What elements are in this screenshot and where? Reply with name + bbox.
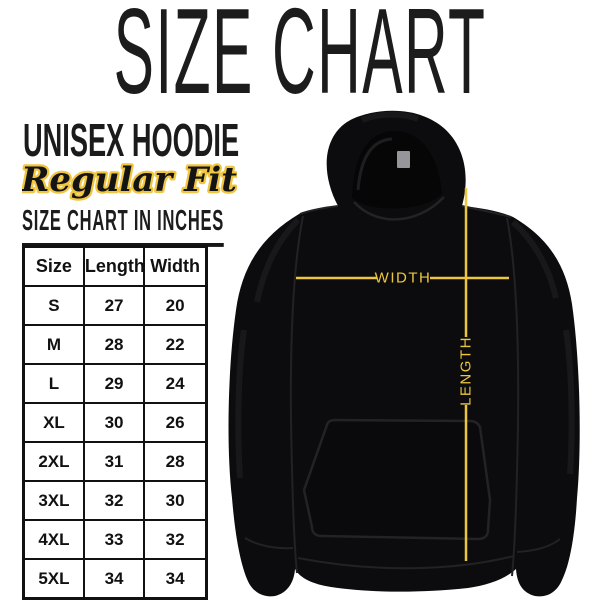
hood-inner-highlight [356,137,393,191]
length-label: LENGTH [458,336,475,406]
table-heading: SIZE CHART IN INCHES [22,204,225,247]
table-row: XL 30 26 [22,402,208,443]
fabric-highlights [235,111,575,479]
length-cell: 28 [82,324,146,365]
hood-opening [352,130,442,209]
width-cell: 22 [143,324,208,365]
length-cell: 29 [82,363,146,404]
length-cell: 30 [82,402,146,443]
size-cell: XL [22,402,85,443]
col-header-width: Width [143,245,208,287]
size-cell: 4XL [22,519,85,560]
width-cell: 34 [143,558,208,600]
length-cell: 27 [82,285,146,326]
size-table: Size Length Width S 27 20 M 28 22 L 29 2… [22,245,208,600]
size-cell: S [22,285,85,326]
size-cell: 2XL [22,441,85,482]
width-cell: 20 [143,285,208,326]
table-row: M 28 22 [22,324,208,365]
length-cell: 31 [82,441,146,482]
table-header-row: Size Length Width [22,245,208,287]
table-row: 5XL 34 34 [22,558,208,600]
table-row: L 29 24 [22,363,208,404]
fit-label-graphic: Regular Fit [22,158,237,203]
collar-seam [353,196,445,221]
page-title: SIZE CHART [113,0,487,120]
size-cell: 3XL [22,480,85,521]
neck-tag [397,151,410,168]
width-label: WIDTH [375,270,432,287]
width-cell: 26 [143,402,208,443]
table-row: 3XL 32 30 [22,480,208,521]
size-cell: M [22,324,85,365]
table-row: S 27 20 [22,285,208,326]
seam-lines [244,205,561,577]
table-row: 2XL 31 28 [22,441,208,482]
length-cell: 32 [82,480,146,521]
fit-label: Regular Fit [22,160,237,200]
col-header-length: Length [82,245,146,287]
length-cell: 33 [82,519,146,560]
hoodie-illustration [228,110,580,597]
col-header-size: Size [22,245,85,287]
width-cell: 28 [143,441,208,482]
measurement-overlay: WIDTH LENGTH [296,188,509,561]
size-cell: L [22,363,85,404]
width-cell: 32 [143,519,208,560]
size-cell: 5XL [22,558,85,600]
width-cell: 30 [143,480,208,521]
width-cell: 24 [143,363,208,404]
length-cell: 34 [82,558,146,600]
kangaroo-pocket [302,418,492,541]
product-name: UNISEX HOODIE [23,114,240,167]
table-row: 4XL 33 32 [22,519,208,560]
